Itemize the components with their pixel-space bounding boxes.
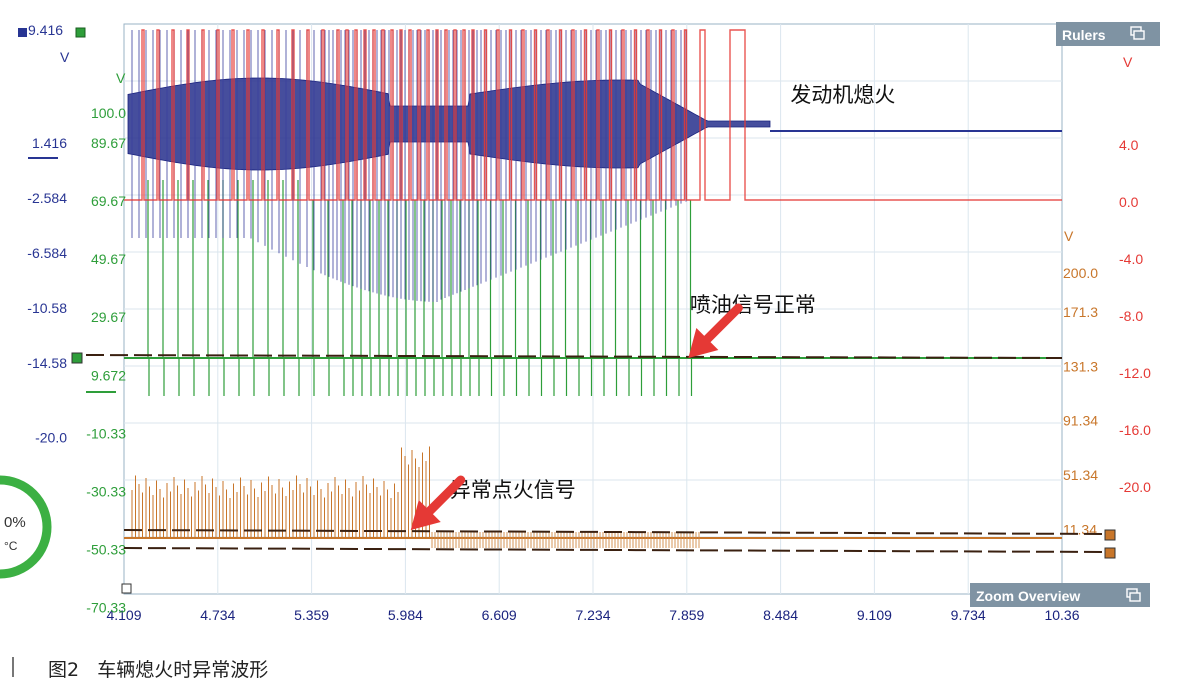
rulers-panel-tab[interactable]: Rulers [1056,22,1160,46]
green-trigger-marker [71,352,83,364]
ruler-handle-lower[interactable] [1104,547,1116,559]
x-tick-label: 9.109 [857,607,892,623]
abnormal-ignition-noise [431,532,700,548]
ruler-line-orange-upper [123,529,1109,535]
blue-axis-top-value: 9.416 [28,22,63,38]
annotation-engine-stall: 发动机熄火 [790,84,895,107]
annotation-abnormal-ignition: 异常点火信号 [450,479,576,502]
green-axis-tick: 100.0 [91,105,126,121]
red-trace [124,29,1062,201]
arrow-shaft [422,475,466,519]
caption-divider [12,657,14,677]
red-axis-tick: -8.0 [1119,308,1143,324]
gauge-value: 0% [4,514,26,531]
red-axis-tick: -12.0 [1119,365,1151,381]
orange-axis-tick: 131.3 [1063,358,1098,374]
red-axis-unit: V [1123,54,1133,70]
red-axis-tick: 0.0 [1119,194,1139,210]
green-axis-tick: 9.672 [91,367,126,383]
blue-axis-unit: V [60,49,70,65]
blue-axis-tick: -10.58 [27,300,67,316]
green-axis-unit: V [116,70,126,86]
orange-trigger-marker [121,583,132,594]
gauge-unit: °C [4,539,18,553]
temperature-gauge: 0% °C [0,475,52,579]
x-tick-label: 8.484 [763,607,798,623]
green-axis-tick: 49.67 [91,251,126,267]
orange-axis-tick: 200.0 [1063,265,1098,281]
orange-axis-tick: 91.34 [1063,413,1098,429]
green-axis-tick: -70.33 [86,600,126,616]
x-tick-label: 4.734 [200,607,235,623]
blue-spikes [131,30,687,302]
blue-axis-tick: -14.58 [27,355,67,371]
x-tick-label: 6.609 [482,607,517,623]
red-axis-tick: -20.0 [1119,479,1151,495]
arrow-head [410,500,441,530]
figure-caption-bar: 图2 车辆熄火时异常波形 [0,648,1179,691]
x-tick-label: 5.359 [294,607,329,623]
green-axis-tick: -10.33 [86,425,126,441]
green-axis-tick: -30.33 [86,483,126,499]
ruler-handle-upper[interactable] [1104,529,1116,541]
ignition-spikes [131,446,430,538]
blue-axis-tick: -20.0 [35,429,67,445]
x-tick-label: 5.984 [388,607,423,623]
axes: 4.109 4.734 5.359 5.984 6.609 7.234 7.859 8.484… [18,22,1151,623]
gauge-ring [0,475,52,579]
red-axis-tick: 4.0 [1119,137,1139,153]
green-axis-tick: 29.67 [91,309,126,325]
figure-caption: 图2 车辆熄火时异常波形 [48,659,269,681]
orange-axis-unit: V [1064,228,1074,244]
rulers-panel-title: Rulers [1062,27,1106,43]
x-tick-label: 7.234 [575,607,610,623]
arrow-ignition-icon [410,475,466,530]
green-axis-tick: 89.67 [91,135,126,151]
blue-axis-tick: -6.584 [27,245,67,261]
restore-window-icon[interactable] [1130,26,1145,40]
ruler-line-green [85,354,1063,359]
annotation-injection-normal: 喷油信号正常 [690,294,816,317]
blue-channel-marker [18,28,27,37]
arrow-head [688,328,719,358]
blue-axis-tick: 1.416 [32,135,67,151]
orange-axis-tick: 51.34 [1063,467,1098,483]
x-tick-label: 7.859 [669,607,704,623]
zoom-overview-panel-tab[interactable]: Zoom Overview [970,583,1150,607]
ruler-line-orange-lower [123,547,1109,553]
red-axis-tick: -16.0 [1119,422,1151,438]
x-tick-label: 9.734 [951,607,986,623]
green-axis-tick: -50.33 [86,542,126,558]
green-axis-tick: 69.67 [91,193,126,209]
arrow-injection-icon [688,303,743,358]
red-axis-tick: -4.0 [1119,251,1143,267]
green-channel-marker [75,27,86,38]
zoom-overview-title: Zoom Overview [976,588,1080,604]
x-tick-label: 4.109 [106,607,141,623]
oscilloscope-view: 4.109 4.734 5.359 5.984 6.609 7.234 7.859 8.484… [0,22,1160,623]
blue-axis-tick: -2.584 [27,190,67,206]
x-tick-label: 10.36 [1044,607,1079,623]
arrow-shaft [699,303,743,347]
orange-axis-tick: 171.3 [1063,304,1098,320]
orange-axis-tick: 11.34 [1063,521,1097,537]
restore-window-icon[interactable] [1126,588,1141,602]
